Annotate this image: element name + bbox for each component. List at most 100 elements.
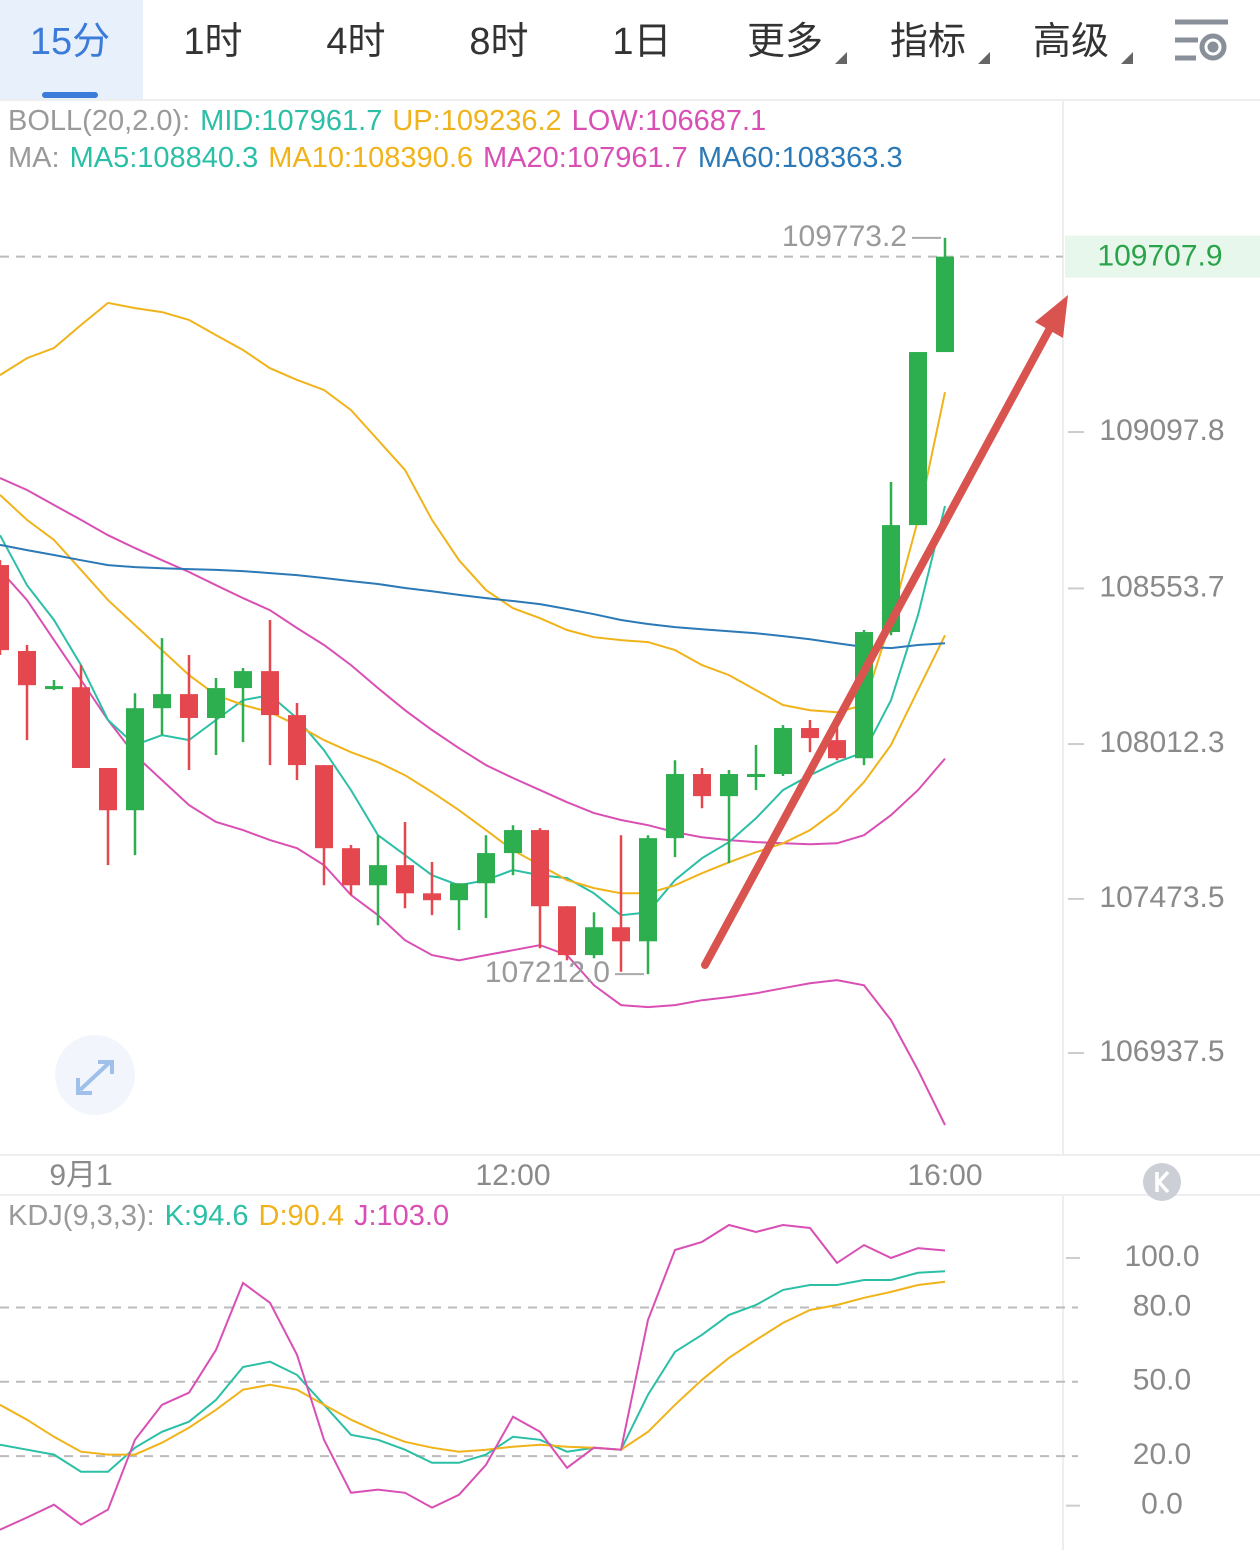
y-tick-label: 108553.7 — [1099, 570, 1224, 603]
y-tick-label: 108012.3 — [1099, 726, 1224, 759]
legend-label: MA20: — [483, 142, 567, 174]
legend-value: 108390.6 — [352, 142, 473, 174]
low-marker-label: 107212.0 — [485, 956, 610, 989]
candle-body — [72, 687, 90, 768]
trend-arrow — [701, 326, 1053, 969]
candle-body — [801, 728, 819, 739]
tab[interactable]: 1时 — [183, 21, 242, 63]
legend-value: 103.0 — [377, 1200, 450, 1232]
tab[interactable]: 4时 — [326, 21, 385, 63]
candle-body — [855, 632, 873, 759]
legend-value: 109236.2 — [441, 105, 562, 137]
tab[interactable]: 更多 — [747, 21, 823, 63]
tab[interactable]: 8时 — [469, 21, 528, 63]
indicator-line — [0, 477, 946, 846]
y-tick-label: 80.0 — [1133, 1289, 1191, 1322]
candle-body — [504, 830, 522, 854]
legend-value: 106687.1 — [645, 105, 766, 137]
kdj-line — [0, 1223, 946, 1531]
candle-body — [450, 883, 468, 901]
x-tick-label: 12:00 — [475, 1159, 550, 1192]
legend-value: 94.6 — [192, 1200, 248, 1232]
dropdown-indicator — [835, 52, 847, 64]
candle-body — [423, 893, 441, 901]
candle-body — [909, 352, 927, 526]
candle-body — [315, 765, 333, 849]
legend-value: 90.4 — [288, 1200, 344, 1232]
indicator-line — [0, 301, 946, 714]
candle-body — [126, 708, 144, 811]
candle-body — [558, 906, 576, 956]
tab-underline — [42, 92, 98, 98]
legend-label: MA10: — [268, 142, 352, 174]
legend-title: MA: — [8, 142, 60, 174]
high-marker-label: 109773.2 — [782, 220, 907, 253]
x-tick-label: 16:00 — [907, 1159, 982, 1192]
candle-body — [261, 671, 279, 716]
indicator-legend: KDJ(9,3,3): K:94.6 D:90.4 J:103.0 — [8, 1200, 449, 1232]
indicator-legend: BOLL(20,2.0): MID:107961.7 UP:109236.2 LOW:… — [8, 105, 766, 137]
indicator-line — [0, 569, 946, 1126]
candle-body — [747, 774, 765, 778]
legend-value: 108840.3 — [137, 142, 258, 174]
candle-body — [99, 767, 117, 811]
legend-label: D: — [259, 1200, 288, 1232]
legend-label: K: — [165, 1200, 192, 1232]
dropdown-indicator — [978, 52, 990, 64]
tab[interactable]: 15分 — [30, 21, 110, 63]
candle-body — [288, 715, 306, 766]
candle-body — [693, 774, 711, 797]
indicator-line — [0, 505, 946, 917]
candle-body — [369, 865, 387, 886]
kdj-line — [0, 1280, 946, 1456]
indicator-line — [0, 494, 946, 895]
legend-label: LOW: — [572, 105, 646, 137]
y-tick-label: 107473.5 — [1099, 881, 1224, 914]
candle-body — [207, 688, 225, 718]
candle-body — [936, 256, 954, 353]
legend-label: UP: — [392, 105, 440, 137]
plot-area — [0, 237, 1063, 1126]
candle-body — [0, 565, 9, 651]
candle-body — [153, 694, 171, 709]
candle-body — [612, 927, 630, 942]
candle-body — [45, 686, 63, 690]
candle-body — [477, 853, 495, 884]
legend-label: MID: — [200, 105, 261, 137]
tab[interactable]: 1日 — [612, 21, 671, 63]
legend-value: 107961.7 — [567, 142, 688, 174]
candle-body — [342, 848, 360, 886]
candle-body — [639, 838, 657, 942]
candle-body — [774, 728, 792, 775]
tab-selected-bg — [0, 0, 143, 99]
tab[interactable]: 指标 — [890, 21, 966, 63]
x-tick-label: 9月1 — [49, 1159, 112, 1192]
y-tick-label: 20.0 — [1133, 1438, 1191, 1471]
settings-icon[interactable] — [1175, 19, 1228, 61]
expand-button[interactable] — [55, 1035, 135, 1115]
kdj-plot-area — [0, 1223, 946, 1531]
trend-arrow-head — [1035, 295, 1068, 338]
candle-body — [234, 671, 252, 689]
candle-body — [180, 694, 198, 718]
candle-body — [531, 830, 549, 907]
y-tick-label: 50.0 — [1133, 1364, 1191, 1397]
legend-value: 108363.3 — [782, 142, 903, 174]
candle-body — [585, 927, 603, 956]
tab[interactable]: 高级 — [1033, 21, 1109, 63]
candle-body — [828, 740, 846, 759]
dropdown-indicator — [1121, 52, 1133, 64]
current-price-tag — [1065, 235, 1260, 278]
candle-body — [396, 865, 414, 894]
legend-label: J: — [354, 1200, 377, 1232]
current-price-label: 109707.9 — [1097, 240, 1222, 273]
y-tick-label: 100.0 — [1124, 1240, 1199, 1273]
y-tick-label: 0.0 — [1141, 1488, 1183, 1521]
legend-value: 107961.7 — [261, 105, 382, 137]
candle-body — [666, 774, 684, 839]
reset-button[interactable] — [1143, 1163, 1181, 1201]
candle-body — [18, 650, 36, 686]
legend-label: MA5: — [70, 142, 138, 174]
